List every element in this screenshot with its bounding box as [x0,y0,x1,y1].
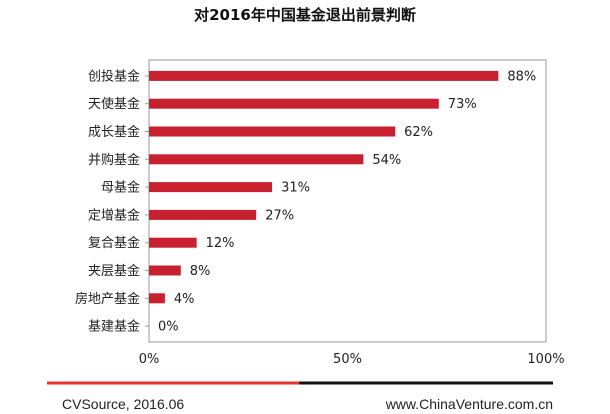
bar [149,293,165,304]
category-label: 基建基金 [88,319,140,335]
category-label: 房地产基金 [75,291,140,307]
value-label: 73% [448,97,477,112]
plot-area: 创投基金 88% 天使基金 73% 成长基金 62% 并购基金 54% 母基金 31% 定增基金 27… [75,59,547,343]
bar [149,70,499,81]
value-label: 54% [372,153,401,168]
category-label: 夹层基金 [88,263,140,279]
bar [149,126,396,137]
value-label: 88% [507,69,536,84]
bar [149,209,257,220]
value-label: 4% [174,292,195,307]
chart-title: 对2016年中国基金退出前景判断 [194,6,416,24]
x-tick-label: 100% [527,352,564,367]
value-label: 12% [206,236,235,251]
category-label: 复合基金 [88,235,140,251]
source-label: CVSource, 2016.06 [62,396,184,412]
value-label: 0% [158,320,179,335]
category-label: 成长基金 [88,124,140,140]
category-label: 母基金 [101,180,140,196]
footer: CVSource, 2016.06 www.ChinaVenture.com.c… [47,381,553,412]
value-label: 31% [281,181,310,196]
value-label: 27% [265,208,294,223]
bar [149,265,181,276]
category-label: 定增基金 [88,207,140,223]
value-label: 62% [404,125,433,140]
plot-frame [148,59,547,343]
category-label: 天使基金 [88,96,140,112]
website-link[interactable]: www.ChinaVenture.com.cn [385,396,553,412]
x-tick-label: 0% [139,352,160,367]
value-label: 8% [190,264,211,279]
bar [149,182,273,193]
category-label: 创投基金 [88,68,140,84]
bar [149,154,364,165]
category-label: 并购基金 [88,152,140,168]
bar [149,237,197,248]
x-axis-ticks: 0% 50% 100% [139,352,565,367]
bar [149,98,439,109]
x-tick-label: 50% [333,352,362,367]
